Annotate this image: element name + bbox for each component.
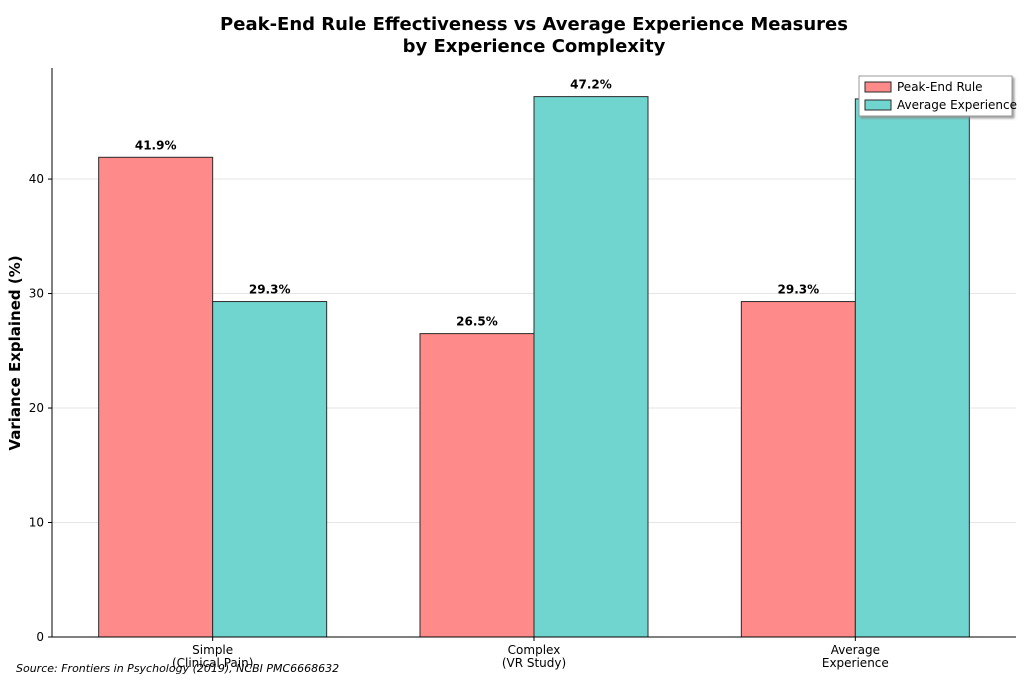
bar — [533, 96, 649, 638]
chart-title: Peak-End Rule Effectiveness vs Average E… — [220, 14, 848, 57]
y-tick-label: 30 — [29, 287, 44, 301]
bar — [740, 301, 856, 638]
bar — [419, 333, 535, 638]
legend-swatch — [864, 81, 892, 93]
bar — [854, 98, 970, 638]
legend: Peak-End Rule Average Experience — [858, 75, 1017, 117]
legend-label: Peak-End Rule — [897, 80, 983, 94]
value-label: 29.3% — [778, 283, 820, 297]
y-tick-label: 20 — [29, 401, 44, 415]
value-label: 41.9% — [135, 138, 177, 152]
y-tick-label: 40 — [29, 172, 44, 186]
x-tick-label: Simple (Clinical Pain) — [172, 643, 253, 670]
legend-label: Average Experience — [897, 98, 1017, 112]
source-note: Source: Frontiers in Psychology (2019), … — [16, 662, 339, 675]
y-tick-label: 0 — [36, 630, 44, 644]
y-tick-label: 10 — [29, 516, 44, 530]
value-label: 47.2% — [570, 78, 612, 92]
bar — [98, 156, 214, 638]
x-tick-label: Average Experience — [822, 643, 889, 670]
x-tick-label: Complex (VR Study) — [502, 643, 566, 670]
legend-swatch — [864, 99, 892, 111]
y-axis-label: Variance Explained (%) — [6, 255, 24, 450]
bar — [212, 301, 328, 638]
value-label: 29.3% — [249, 283, 291, 297]
value-label: 26.5% — [456, 315, 498, 329]
